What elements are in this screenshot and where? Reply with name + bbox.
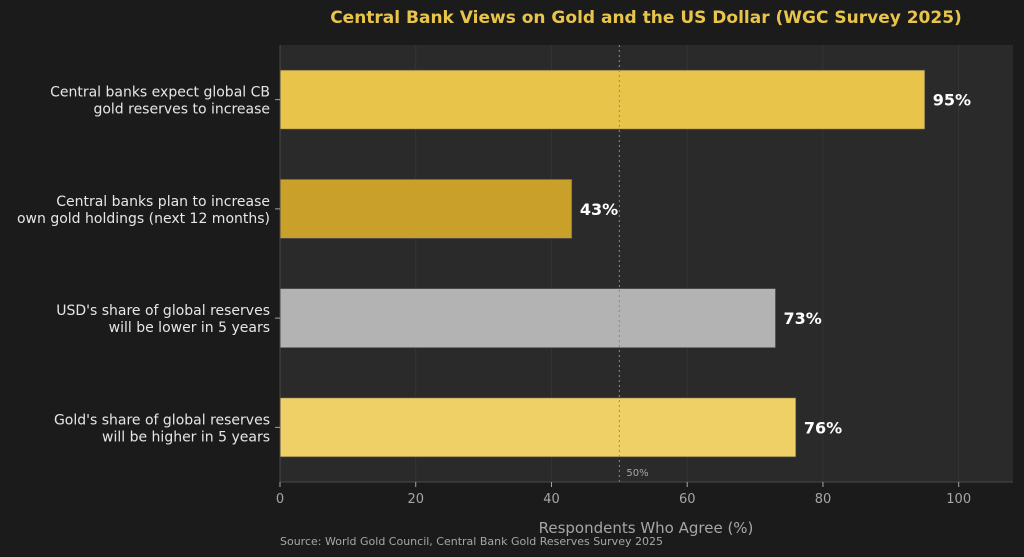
x-axis: 0 20 40 60 80 100 bbox=[276, 481, 1013, 507]
x-tick-label: 60 bbox=[679, 492, 696, 507]
x-tick-label: 0 bbox=[276, 492, 284, 507]
x-tick-label: 100 bbox=[946, 492, 971, 507]
bar bbox=[279, 179, 573, 239]
bar-value-label: 73% bbox=[783, 309, 821, 328]
reference-line-label: 50% bbox=[626, 468, 648, 479]
y-tick-label: Central banks expect global CB bbox=[50, 85, 270, 101]
y-tick-label: Central banks plan to increase bbox=[56, 194, 270, 210]
y-tick-label: own gold holdings (next 12 months) bbox=[17, 211, 270, 227]
bar-value-label: 43% bbox=[580, 200, 618, 219]
bar bbox=[279, 288, 776, 348]
source-note: Source: World Gold Council, Central Bank… bbox=[280, 535, 663, 548]
y-tick-label: will be lower in 5 years bbox=[109, 320, 270, 336]
reference-line-group: 50% bbox=[618, 45, 649, 482]
bar bbox=[279, 397, 797, 458]
x-tick-label: 40 bbox=[543, 492, 560, 507]
y-tick-label: Gold's share of global reserves bbox=[54, 412, 270, 428]
chart-title: Central Bank Views on Gold and the US Do… bbox=[330, 8, 962, 28]
x-axis-label: Respondents Who Agree (%) bbox=[539, 519, 754, 537]
bar bbox=[279, 69, 926, 130]
bar-value-label: 95% bbox=[933, 91, 971, 110]
y-tick-label: will be higher in 5 years bbox=[102, 429, 270, 445]
y-tick-label: gold reserves to increase bbox=[93, 102, 270, 118]
x-tick-label: 20 bbox=[407, 492, 424, 507]
bar-value-label: 76% bbox=[804, 418, 842, 437]
y-tick-label: USD's share of global reserves bbox=[56, 303, 270, 319]
x-tick-label: 80 bbox=[815, 492, 832, 507]
bars-group: 95% 43% 73% 76% bbox=[279, 69, 971, 458]
